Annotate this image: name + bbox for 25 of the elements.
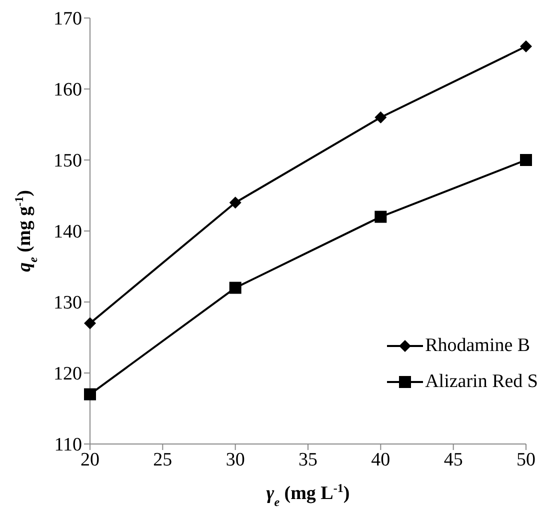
y-tick-label: 120 xyxy=(54,364,82,385)
y-tick-label: 160 xyxy=(54,80,82,101)
point xyxy=(84,317,96,330)
x-axis-title: γ$_{e}$ (mg L$^{-1}$) xyxy=(266,481,350,509)
point xyxy=(520,154,532,166)
point xyxy=(229,196,242,209)
point xyxy=(520,40,532,52)
x-tick-label: 30 xyxy=(226,449,245,470)
y-tick-label: 140 xyxy=(54,222,82,243)
x-tick-label: 25 xyxy=(153,449,172,470)
y-tick-label: 150 xyxy=(54,150,82,172)
point xyxy=(229,282,242,294)
point xyxy=(84,388,96,400)
x-tick-label: 50 xyxy=(516,449,536,470)
legend-label: Rhodamine B xyxy=(425,335,530,357)
y-tick-label: 170 xyxy=(54,8,82,30)
point xyxy=(374,210,387,223)
legend-label: Alizarin Red S xyxy=(425,371,538,393)
y-tick-label: 110 xyxy=(54,434,82,456)
x-tick-label: 45 xyxy=(444,449,463,470)
x-tick-label: 20 xyxy=(80,449,100,470)
x-tick-label: 35 xyxy=(298,449,318,470)
point xyxy=(374,111,387,124)
x-tick-label: 40 xyxy=(371,449,390,470)
y-tick-label: 130 xyxy=(54,292,82,314)
